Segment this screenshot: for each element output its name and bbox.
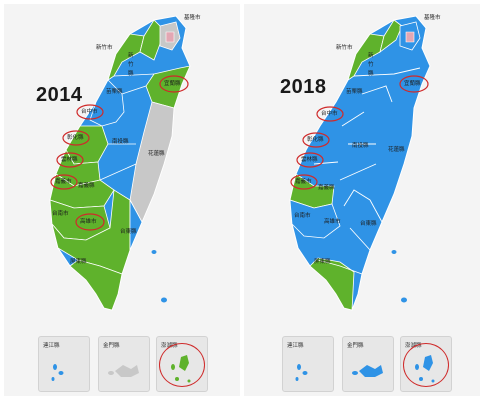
label-miaoli-2014: 苗栗縣: [106, 89, 123, 95]
map-panel-2018: 2018 基隆市 新竹市 新 竹 縣 苗栗縣 宜蘭縣 台中市 彰化縣 南投縣 花…: [244, 4, 480, 396]
label-chiayi-city-2014: 嘉義市: [55, 179, 72, 185]
map-panel-2014: 2014 基隆市 新竹市 新 竹 縣 苗栗縣 宜蘭縣 台中市 彰化縣 南投縣 花…: [4, 4, 240, 396]
region-green-pingtung-2018: [309, 257, 355, 311]
label-yunlin-2014: 雲林縣: [61, 157, 78, 163]
label-hualien-2018: 花蓮縣: [388, 147, 405, 153]
year-title-2014: 2014: [36, 84, 83, 106]
ring-yunlin-2014: [56, 152, 84, 168]
label-chiayi-city-2018: 嘉義市: [295, 179, 312, 185]
kinmen-shape-2014: [108, 365, 139, 377]
orchid-island-2014: [161, 297, 167, 303]
label-yunlin-2018: 雲林縣: [301, 157, 318, 163]
inset-kinmen-2014: 金門縣: [98, 336, 150, 392]
region-green-central-2014: [89, 79, 125, 127]
label-tainan-2014: 台南市: [52, 211, 69, 217]
ring-taichung-2018: [316, 106, 344, 122]
label-hsinchu-a-2018: 新: [368, 53, 374, 59]
ring-yilan-2018: [399, 75, 429, 93]
ring-chiayi-city-2018: [290, 174, 318, 190]
ring-changhua-2018: [302, 132, 330, 148]
label-hualien-2014: 花蓮縣: [148, 151, 165, 157]
label-nantou-2018: 南投縣: [352, 143, 369, 149]
label-hsinchu-c-2014: 縣: [128, 71, 134, 77]
lienchiang-shape-2018: [295, 364, 308, 381]
ring-chiayi-city-2014: [50, 174, 78, 190]
taiwan-map-2018: [289, 15, 431, 311]
label-keelung-2014: 基隆市: [184, 15, 201, 21]
inset-penghu-2018: 澎湖縣: [400, 336, 452, 392]
label-hsinchu-b-2018: 竹: [368, 62, 374, 68]
region-green-west-2014: [107, 33, 145, 81]
label-nantou-2014: 南投縣: [112, 139, 129, 145]
label-hsinchu-city-2018: 新竹市: [336, 45, 353, 51]
inset-label-lienchiang-2018: 連江縣: [287, 343, 304, 349]
borders-2018: [313, 67, 421, 275]
label-hsinchu-c-2018: 縣: [368, 71, 374, 77]
label-taichung-2018: 台中市: [321, 111, 338, 117]
year-title-2018: 2018: [280, 76, 327, 98]
label-pingtung-2018: 屏東縣: [314, 259, 331, 265]
label-yilan-2018: 宜蘭縣: [404, 81, 421, 87]
region-taipei-city-2014: [165, 31, 175, 43]
region-green-tainan-2018: [289, 199, 341, 239]
region-grey-hualien-2014: [129, 101, 175, 223]
region-green-taoyuan-2018: [347, 33, 385, 81]
inset-label-kinmen-2014: 金門縣: [103, 343, 120, 349]
inset-label-lienchiang-2014: 連江縣: [43, 343, 60, 349]
label-hsinchu-a-2014: 新: [128, 53, 134, 59]
label-kaohsiung-2014: 高雄市: [80, 219, 97, 225]
label-pingtung-2014: 屏東縣: [70, 259, 87, 265]
label-chiayi-county-2018: 嘉義縣: [318, 185, 335, 191]
green-island-2014: [151, 250, 157, 254]
inset-label-kinmen-2018: 金門縣: [347, 343, 364, 349]
ring-tainan-2014: [75, 213, 105, 231]
lienchiang-shape-2014: [51, 364, 64, 381]
inset-lienchiang-2014: 連江縣: [38, 336, 90, 392]
ring-penghu-2014: [159, 343, 205, 387]
region-taipei-city-2018: [405, 31, 415, 43]
kinmen-shape-2018: [352, 365, 383, 377]
inset-penghu-2014: 澎湖縣: [156, 336, 208, 392]
label-miaoli-2018: 苗栗縣: [346, 89, 363, 95]
label-kaohsiung-2018: 高雄市: [324, 219, 341, 225]
ring-penghu-2018: [403, 343, 449, 387]
ring-changhua-2014: [62, 130, 90, 146]
region-green-hsinchu-2018: [379, 19, 403, 53]
orchid-island-2018: [401, 297, 407, 303]
label-hsinchu-city-2014: 新竹市: [96, 45, 113, 51]
green-island-2018: [391, 250, 397, 254]
label-taitung-2014: 台東縣: [120, 229, 137, 235]
label-taichung-2014: 台中市: [81, 109, 98, 115]
label-tainan-2018: 台南市: [294, 213, 311, 219]
ring-yunlin-2018: [296, 152, 324, 168]
label-yilan-2014: 宜蘭縣: [164, 81, 181, 87]
label-changhua-2014: 彰化縣: [67, 135, 84, 141]
inset-lienchiang-2018: 連江縣: [282, 336, 334, 392]
label-hsinchu-b-2014: 竹: [128, 62, 134, 68]
taiwan-map-2014: [49, 15, 191, 311]
label-keelung-2018: 基隆市: [424, 15, 441, 21]
borders-2014: [99, 73, 155, 181]
region-green-pingtung-2014: [69, 259, 123, 311]
inset-kinmen-2018: 金門縣: [342, 336, 394, 392]
ring-taichung-2014: [76, 104, 104, 120]
ring-yilan-2014: [159, 75, 189, 93]
label-chiayi-county-2014: 嘉義縣: [78, 183, 95, 189]
region-blue-taitung-2014: [129, 199, 143, 251]
label-changhua-2018: 彰化縣: [307, 137, 324, 143]
label-taitung-2018: 台東縣: [360, 221, 377, 227]
